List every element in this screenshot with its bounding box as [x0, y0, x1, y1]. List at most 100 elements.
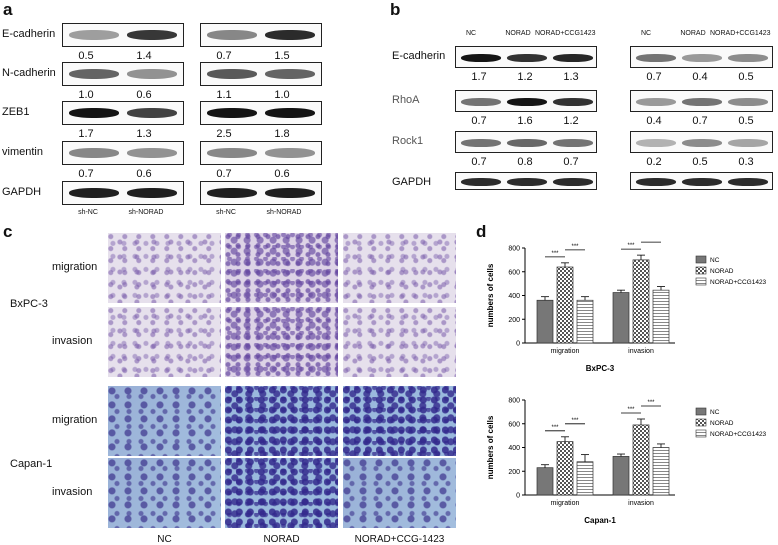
- micrograph-2-2: [343, 386, 456, 456]
- legend-swatch: [695, 429, 707, 438]
- sig-label: ***: [551, 425, 559, 431]
- y-tick-label: 600: [508, 421, 520, 428]
- legend-swatch: [695, 418, 707, 427]
- band: [69, 69, 119, 79]
- lane-label: sh-NORAD: [266, 209, 302, 216]
- y-tick-label: 800: [508, 246, 520, 253]
- band-value: 0.6: [136, 89, 152, 101]
- band: [265, 30, 315, 40]
- blot-vimentin-1: [200, 141, 322, 165]
- bar-nc-invasion: [612, 292, 630, 344]
- x-tick-label: migration: [551, 500, 580, 507]
- bar-norad+ccg1423-invasion: [652, 289, 670, 344]
- lane-label: sh-NORAD: [128, 209, 164, 216]
- band: [553, 139, 593, 147]
- bar-norad+ccg1423-migration: [576, 299, 594, 344]
- column-label: NC: [157, 534, 172, 545]
- band-value: 0.7: [216, 50, 232, 62]
- band: [728, 139, 768, 147]
- band-value: 1.6: [517, 115, 533, 127]
- band-value: 0.6: [274, 168, 290, 180]
- row-label-invasion: invasion: [52, 486, 93, 498]
- bar-norad-invasion: [632, 259, 650, 344]
- band: [553, 178, 593, 186]
- band: [207, 148, 257, 158]
- band: [127, 148, 177, 158]
- y-axis-label: numbers of cells: [486, 415, 495, 479]
- sig-label: ***: [571, 244, 579, 250]
- band-value: 1.4: [136, 50, 152, 62]
- protein-label-zeb1: ZEB1: [2, 106, 30, 118]
- band: [461, 178, 501, 186]
- blot-e-cadherin-0: [62, 23, 184, 47]
- band-value: 0.7: [692, 115, 708, 127]
- chart-title: Capan-1: [584, 516, 616, 525]
- sig-label: ***: [627, 243, 635, 249]
- blot-rhoa-1: [630, 90, 773, 112]
- band: [265, 148, 315, 158]
- legend-label: NORAD+CCG1423: [710, 431, 767, 438]
- band-value: 0.5: [78, 50, 94, 62]
- blot-rhoa-0: [455, 90, 597, 112]
- band: [636, 139, 676, 147]
- column-label: NORAD: [263, 534, 300, 545]
- blot-gapdh-0: [62, 181, 184, 205]
- band: [507, 98, 547, 106]
- band: [636, 54, 676, 62]
- protein-label-e-cadherin: E-cadherin: [2, 28, 56, 40]
- band: [682, 178, 722, 186]
- legend-label: NORAD: [710, 420, 734, 427]
- legend-label: NORAD+CCG1423: [710, 279, 767, 286]
- band-value: 0.7: [471, 115, 487, 127]
- lane-label: NC: [465, 30, 477, 37]
- y-tick-label: 200: [508, 317, 520, 324]
- sig-label: ***: [571, 418, 579, 424]
- protein-label-gapdh: GAPDH: [392, 176, 432, 188]
- panel-d-letter: d: [476, 222, 487, 241]
- lane-label: NORAD: [680, 30, 706, 37]
- row-label-invasion: invasion: [52, 335, 93, 347]
- band: [728, 98, 768, 106]
- micrograph-2-1: [225, 386, 338, 456]
- band: [553, 54, 593, 62]
- band-value: 0.3: [738, 156, 754, 168]
- band-value: 1.5: [274, 50, 290, 62]
- protein-label-rock1: Rock1: [392, 135, 424, 147]
- band: [728, 54, 768, 62]
- x-tick-label: migration: [551, 348, 580, 355]
- row-label-migration: migration: [52, 261, 98, 273]
- band-value: 1.1: [216, 89, 232, 101]
- band-value: 0.7: [78, 168, 94, 180]
- micrograph-0-0: [108, 233, 221, 303]
- blot-gapdh-0: [455, 172, 597, 190]
- y-tick-label: 200: [508, 469, 520, 476]
- blot-n-cadherin-1: [200, 62, 322, 86]
- blot-e-cadherin-0: [455, 46, 597, 68]
- protein-label-gapdh: GAPDH: [2, 186, 42, 198]
- band-value: 0.5: [738, 71, 754, 83]
- band: [636, 98, 676, 106]
- band: [265, 69, 315, 79]
- y-tick-label: 600: [508, 269, 520, 276]
- band: [507, 139, 547, 147]
- band-value: 0.8: [517, 156, 533, 168]
- band-value: 1.7: [78, 128, 94, 140]
- band-value: 0.4: [692, 71, 708, 83]
- legend-swatch: [695, 266, 707, 275]
- band: [461, 54, 501, 62]
- lane-label: NC: [640, 30, 652, 37]
- blot-e-cadherin-1: [630, 46, 773, 68]
- band-value: 0.7: [471, 156, 487, 168]
- sig-label: ***: [647, 238, 655, 242]
- capan1-bar-chart: 0 200 400 600 800 numbers of cells *** *** migra…: [486, 398, 767, 526]
- band: [553, 98, 593, 106]
- micrograph-1-0: [108, 307, 221, 377]
- bar-nc-invasion: [612, 456, 630, 496]
- lane-label: NORAD: [505, 30, 531, 37]
- band: [682, 98, 722, 106]
- bar-nc-migration: [536, 299, 554, 344]
- band-value: 0.7: [216, 168, 232, 180]
- band-value: 0.2: [646, 156, 662, 168]
- bar-norad+ccg1423-migration: [576, 461, 594, 496]
- bxpc3-bar-chart: 0 200 400 600 800 numbers of cells *** *** migra…: [486, 238, 767, 373]
